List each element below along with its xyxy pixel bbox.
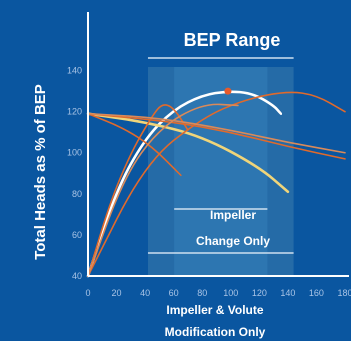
chart-series: [86, 87, 346, 278]
chart-axes: [87, 12, 349, 277]
series-line-5: [87, 112, 346, 160]
impeller-label-line2: Change Only: [196, 234, 270, 248]
y-tick-label: 100: [67, 148, 82, 158]
y-tick-label: 80: [72, 189, 82, 199]
x-tick-label: 140: [280, 288, 295, 298]
bep-point: [224, 87, 232, 95]
series-line-1: [86, 112, 290, 194]
y-tick-label: 40: [72, 271, 82, 281]
x-tick-label: 20: [112, 288, 122, 298]
x-tick-label: 0: [85, 288, 90, 298]
series-line-3: [87, 91, 346, 277]
volute-label-line2: Modification Only: [165, 325, 266, 339]
y-axis-label: Total Heads as % of BEP: [32, 84, 49, 260]
series-line-4: [87, 112, 182, 177]
bep-range-label: BEP Range: [184, 30, 281, 50]
x-tick-label: 120: [252, 288, 267, 298]
x-tick-label: 80: [197, 288, 207, 298]
y-tick-label: 120: [67, 107, 82, 117]
y-tick-label: 140: [67, 66, 82, 76]
impeller-label-line1: Impeller: [210, 208, 256, 222]
x-tick-label: 60: [169, 288, 179, 298]
x-tick-label: 100: [223, 288, 238, 298]
volute-label-line1: Impeller & Volute: [166, 303, 263, 317]
series-line-7: [87, 103, 239, 277]
x-tick-label: 40: [140, 288, 150, 298]
x-tick-label: 180: [337, 288, 351, 298]
series-line-6: [87, 112, 346, 154]
series-line-0: [86, 90, 283, 278]
chart-ticks: 0 20 40 60 80 100 120 140 160 180 40 60 80 100 120 140: [67, 66, 351, 298]
y-tick-label: 60: [72, 230, 82, 240]
x-tick-label: 160: [309, 288, 324, 298]
